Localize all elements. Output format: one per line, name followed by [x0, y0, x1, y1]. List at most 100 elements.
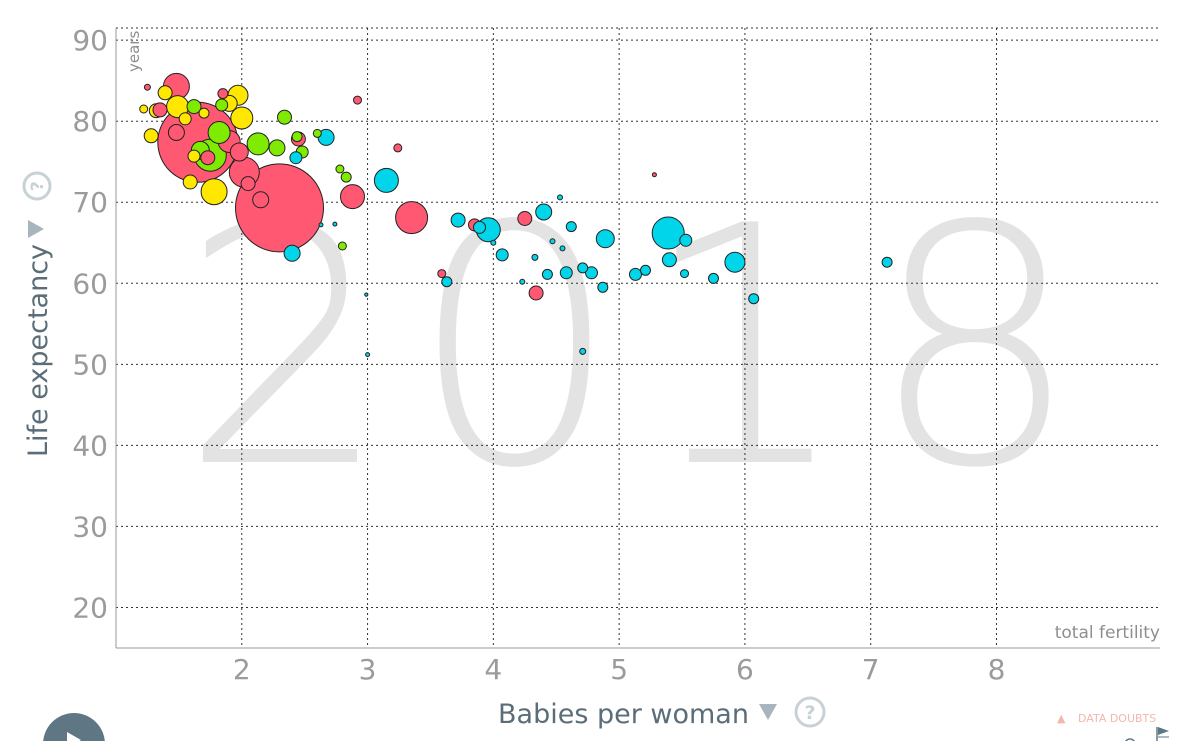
country-bubble[interactable] — [595, 229, 615, 249]
country-bubble[interactable] — [152, 102, 168, 118]
country-bubble[interactable] — [178, 112, 192, 126]
x-axis-title[interactable]: Babies per woman — [498, 699, 749, 730]
country-bubble[interactable] — [559, 266, 573, 280]
country-bubble[interactable] — [579, 347, 587, 355]
country-bubble[interactable] — [557, 194, 563, 201]
country-bubble[interactable] — [200, 150, 216, 166]
y-unit-label: years — [125, 31, 143, 72]
y-help-glyph: ? — [28, 181, 48, 191]
country-bubble[interactable] — [541, 268, 553, 280]
country-bubble[interactable] — [207, 121, 231, 144]
y-tick-label: 90 — [72, 24, 108, 57]
x-axis-dropdown-icon[interactable] — [759, 704, 777, 720]
y-tick-labels: 20 30 40 50 60 70 80 90 — [72, 24, 108, 624]
country-bubble[interactable] — [289, 151, 303, 165]
country-bubble[interactable] — [679, 233, 693, 247]
country-bubble[interactable] — [312, 128, 322, 138]
country-bubble[interactable] — [661, 252, 677, 268]
country-bubble[interactable] — [373, 167, 399, 193]
bubble-layer — [139, 72, 893, 358]
country-bubble[interactable] — [332, 221, 338, 227]
country-bubble[interactable] — [597, 281, 609, 293]
country-bubble[interactable] — [490, 239, 497, 246]
country-bubble[interactable] — [364, 292, 369, 297]
country-bubble[interactable] — [651, 172, 657, 178]
play-button[interactable] — [43, 713, 105, 741]
country-bubble[interactable] — [881, 256, 893, 268]
country-bubble[interactable] — [748, 293, 760, 305]
country-bubble[interactable] — [577, 262, 589, 274]
y-axis-help-icon[interactable]: ? — [22, 171, 52, 201]
country-bubble[interactable] — [198, 107, 210, 119]
country-bubble[interactable] — [139, 104, 149, 114]
country-bubble[interactable] — [182, 174, 198, 190]
country-bubble[interactable] — [353, 95, 362, 105]
country-bubble[interactable] — [229, 142, 249, 162]
country-bubble[interactable] — [585, 266, 598, 280]
y-tick-label: 80 — [72, 105, 108, 138]
country-bubble[interactable] — [549, 238, 556, 245]
data-doubts-link[interactable]: ▲ DATA DOUBTS — [1057, 712, 1156, 725]
country-bubble[interactable] — [252, 191, 270, 209]
warning-icon: ▲ — [1057, 712, 1066, 725]
country-bubble[interactable] — [441, 276, 453, 288]
country-bubble[interactable] — [629, 267, 642, 281]
y-tick-label: 60 — [72, 267, 108, 300]
country-bubble[interactable] — [186, 99, 202, 115]
country-bubble[interactable] — [393, 143, 403, 153]
country-bubble[interactable] — [531, 253, 539, 261]
country-bubble[interactable] — [335, 164, 345, 174]
country-bubble[interactable] — [277, 109, 292, 125]
country-bubble[interactable] — [143, 128, 159, 144]
speed-control-icon[interactable] — [1125, 738, 1135, 741]
country-bubble[interactable] — [235, 163, 324, 253]
country-bubble[interactable] — [565, 221, 577, 233]
country-bubble[interactable] — [167, 124, 185, 141]
country-bubble[interactable] — [318, 222, 324, 228]
y-tick-label: 70 — [72, 186, 108, 219]
country-bubble[interactable] — [535, 203, 553, 221]
country-bubble[interactable] — [291, 131, 303, 143]
country-bubble[interactable] — [651, 216, 685, 250]
country-bubble[interactable] — [246, 132, 270, 156]
country-bubble[interactable] — [365, 352, 371, 358]
x-tick-label: 3 — [359, 653, 377, 686]
country-bubble[interactable] — [559, 245, 566, 252]
y-tick-label: 20 — [72, 591, 108, 624]
grid-lines — [116, 27, 1160, 648]
country-bubble[interactable] — [340, 171, 352, 183]
country-bubble[interactable] — [217, 88, 229, 100]
country-bubble[interactable] — [708, 272, 719, 284]
country-bubble[interactable] — [200, 178, 228, 206]
country-bubble[interactable] — [519, 278, 526, 285]
country-bubble[interactable] — [143, 83, 151, 91]
country-bubble[interactable] — [283, 244, 301, 262]
x-axis-help-icon[interactable]: ? — [794, 696, 826, 728]
country-bubble[interactable] — [240, 176, 256, 192]
x-tick-label: 7 — [862, 653, 880, 686]
country-bubble[interactable] — [680, 269, 689, 279]
country-bubble[interactable] — [495, 248, 509, 262]
x-tick-label: 6 — [736, 653, 754, 686]
country-bubble[interactable] — [340, 184, 365, 210]
country-bubble[interactable] — [473, 220, 486, 234]
country-bubble[interactable] — [517, 211, 533, 226]
country-bubble[interactable] — [187, 149, 201, 163]
country-bubble[interactable] — [528, 285, 544, 301]
country-bubble[interactable] — [157, 85, 173, 101]
country-bubble[interactable] — [640, 264, 651, 276]
x-tick-label: 2 — [233, 653, 251, 686]
country-bubble[interactable] — [230, 106, 254, 130]
x-help-glyph: ? — [804, 702, 815, 724]
y-axis-title[interactable]: Life expectancy — [23, 244, 54, 457]
country-bubble[interactable] — [268, 139, 286, 157]
country-bubble[interactable] — [437, 269, 447, 279]
country-bubble[interactable] — [450, 212, 466, 228]
y-axis-dropdown-icon[interactable] — [28, 220, 44, 238]
country-bubble[interactable] — [395, 201, 429, 235]
flag-icon[interactable] — [1156, 727, 1169, 741]
y-axis-selector[interactable]: Life expectancy — [23, 244, 54, 457]
country-bubble[interactable] — [724, 251, 746, 273]
country-bubble[interactable] — [215, 98, 229, 112]
country-bubble[interactable] — [337, 241, 347, 251]
